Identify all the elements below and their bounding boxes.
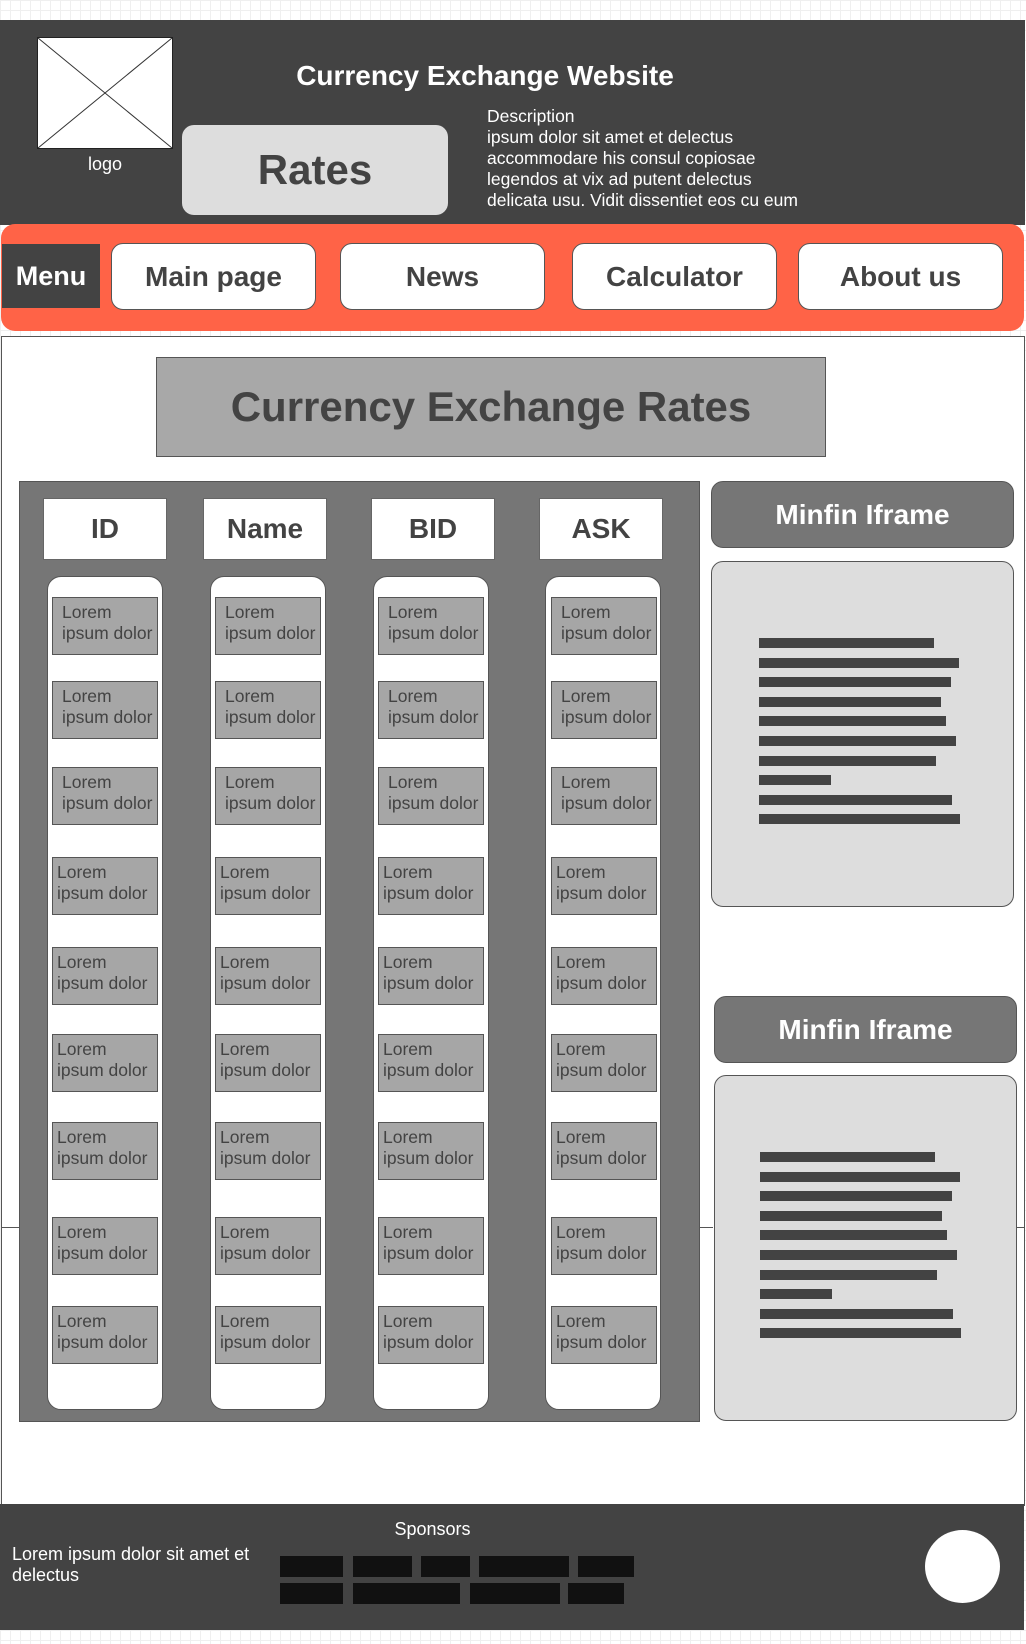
page-heading: Currency Exchange Rates	[156, 357, 826, 457]
text-line	[760, 1289, 832, 1300]
table-cell-name: Lorem ipsum dolor	[215, 1217, 321, 1275]
column-header-name[interactable]: Name	[203, 498, 327, 560]
description-line: legendos at vix ad putent delectus	[487, 169, 752, 189]
table-cell-name: Lorem ipsum dolor	[215, 597, 321, 655]
table-cell-name: Lorem ipsum dolor	[215, 681, 321, 739]
site-description: Description ipsum dolor sit amet et dele…	[487, 106, 907, 211]
sponsor-logo[interactable]	[470, 1583, 560, 1604]
description-line: accommodare his consul copiosae	[487, 148, 756, 168]
table-cell-name: Lorem ipsum dolor	[215, 1306, 321, 1364]
text-line	[760, 1328, 961, 1339]
table-cell-ask: Lorem ipsum dolor	[551, 767, 657, 825]
menu-label: Menu	[2, 244, 100, 308]
footer-avatar[interactable]	[925, 1530, 1000, 1603]
table-cell-name: Lorem ipsum dolor	[215, 947, 321, 1005]
description-line: Description	[487, 106, 575, 126]
iframe-title-2[interactable]: Minfin Iframe	[714, 996, 1017, 1063]
table-cell-id: Lorem ipsum dolor	[52, 1217, 158, 1275]
column-header-bid[interactable]: BID	[371, 498, 495, 560]
text-line	[759, 716, 946, 727]
text-line	[759, 736, 956, 746]
table-cell-name: Lorem ipsum dolor	[215, 1122, 321, 1180]
text-line	[760, 1191, 952, 1202]
text-line	[760, 1308, 953, 1319]
nav-calculator-button[interactable]: Calculator	[572, 243, 777, 310]
table-cell-id: Lorem ipsum dolor	[52, 1122, 158, 1180]
text-lines-icon	[760, 1152, 965, 1352]
table-cell-bid: Lorem ipsum dolor	[378, 857, 484, 915]
sponsor-logo[interactable]	[280, 1556, 343, 1577]
text-line	[759, 775, 831, 786]
column-header-id[interactable]: ID	[43, 498, 167, 560]
table-cell-bid: Lorem ipsum dolor	[378, 681, 484, 739]
table-cell-name: Lorem ipsum dolor	[215, 857, 321, 915]
text-line	[760, 1171, 960, 1182]
table-cell-id: Lorem ipsum dolor	[52, 681, 158, 739]
table-cell-ask: Lorem ipsum dolor	[551, 681, 657, 739]
text-line	[760, 1152, 935, 1162]
table-cell-id: Lorem ipsum dolor	[52, 597, 158, 655]
nav-main-page-button[interactable]: Main page	[111, 243, 316, 310]
text-line	[759, 696, 941, 707]
column-header-ask[interactable]: ASK	[539, 498, 663, 560]
text-line	[760, 1269, 937, 1280]
divider	[700, 1227, 713, 1228]
table-cell-bid: Lorem ipsum dolor	[378, 1217, 484, 1275]
rates-button[interactable]: Rates	[182, 125, 448, 215]
sponsor-logo[interactable]	[568, 1583, 624, 1604]
table-cell-ask: Lorem ipsum dolor	[551, 1306, 657, 1364]
text-line	[760, 1210, 942, 1221]
table-cell-bid: Lorem ipsum dolor	[378, 767, 484, 825]
footer-text: Lorem ipsum dolor sit amet et delectus	[12, 1544, 250, 1585]
table-cell-name: Lorem ipsum dolor	[215, 1034, 321, 1092]
iframe-content-2[interactable]	[714, 1075, 1017, 1421]
table-cell-id: Lorem ipsum dolor	[52, 947, 158, 1005]
text-line	[759, 677, 951, 688]
sponsors-label: Sponsors	[394, 1519, 471, 1539]
table-cell-ask: Lorem ipsum dolor	[551, 947, 657, 1005]
text-line	[759, 794, 952, 805]
iframe-title-1[interactable]: Minfin Iframe	[711, 481, 1014, 548]
table-cell-ask: Lorem ipsum dolor	[551, 1034, 657, 1092]
sponsor-logo[interactable]	[280, 1583, 343, 1604]
table-cell-id: Lorem ipsum dolor	[52, 1306, 158, 1364]
sponsor-logo[interactable]	[353, 1583, 460, 1604]
nav-news-button[interactable]: News	[340, 243, 545, 310]
logo-label: logo	[87, 154, 123, 174]
image-placeholder-icon	[38, 38, 172, 148]
table-cell-name: Lorem ipsum dolor	[215, 767, 321, 825]
nav-about-us-button[interactable]: About us	[798, 243, 1003, 310]
text-line	[759, 657, 959, 668]
table-cell-bid: Lorem ipsum dolor	[378, 1034, 484, 1092]
table-cell-bid: Lorem ipsum dolor	[378, 597, 484, 655]
logo-image-placeholder[interactable]	[37, 37, 173, 149]
divider	[1015, 1227, 1025, 1228]
table-cell-bid: Lorem ipsum dolor	[378, 1306, 484, 1364]
text-line	[759, 638, 934, 648]
table-cell-bid: Lorem ipsum dolor	[378, 1122, 484, 1180]
table-cell-id: Lorem ipsum dolor	[52, 767, 158, 825]
table-cell-id: Lorem ipsum dolor	[52, 1034, 158, 1092]
text-lines-icon	[759, 638, 964, 838]
text-line	[759, 755, 936, 766]
table-cell-bid: Lorem ipsum dolor	[378, 947, 484, 1005]
divider	[1, 1227, 19, 1228]
table-cell-ask: Lorem ipsum dolor	[551, 597, 657, 655]
description-line: ipsum dolor sit amet et delectus	[487, 127, 734, 147]
sponsor-logo[interactable]	[421, 1556, 470, 1577]
sponsor-logo[interactable]	[353, 1556, 412, 1577]
table-cell-ask: Lorem ipsum dolor	[551, 857, 657, 915]
iframe-content-1[interactable]	[711, 561, 1014, 907]
text-line	[759, 814, 960, 825]
text-line	[760, 1230, 947, 1241]
text-line	[760, 1250, 957, 1260]
table-cell-ask: Lorem ipsum dolor	[551, 1122, 657, 1180]
sponsor-logo[interactable]	[479, 1556, 569, 1577]
sponsor-logo[interactable]	[578, 1556, 634, 1577]
table-cell-ask: Lorem ipsum dolor	[551, 1217, 657, 1275]
table-cell-id: Lorem ipsum dolor	[52, 857, 158, 915]
description-line: delicata usu. Vidit dissentiet eos cu eu…	[487, 190, 798, 210]
site-title: Currency Exchange Website	[296, 60, 674, 91]
